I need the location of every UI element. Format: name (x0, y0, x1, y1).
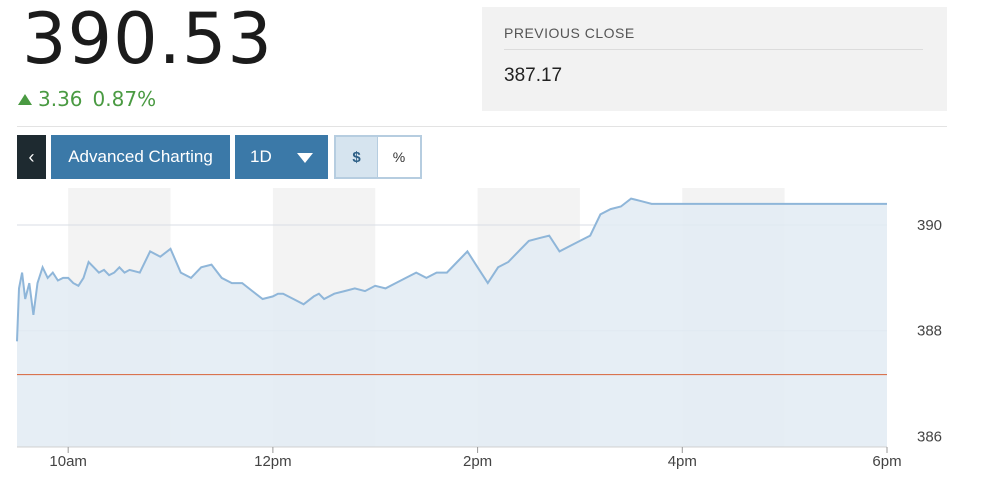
back-button[interactable]: ‹ (17, 135, 46, 179)
change-value: 3.36 (38, 87, 83, 111)
y-tick-label: 390 (917, 217, 942, 234)
time-range-label: 1D (250, 147, 272, 166)
y-tick-label: 388 (917, 323, 942, 340)
previous-close-label: PREVIOUS CLOSE (504, 25, 635, 41)
divider (17, 126, 947, 127)
caret-down-icon (297, 153, 313, 163)
y-tick-label: 386 (917, 428, 942, 445)
previous-close-value: 387.17 (504, 65, 563, 86)
percent-toggle-button[interactable]: % (378, 135, 422, 179)
price-line (16, 197, 887, 342)
last-price: 390.53 (22, 0, 273, 80)
price-area (17, 198, 887, 447)
previous-close-card: PREVIOUS CLOSE 387.17 (482, 7, 947, 111)
dollar-toggle-button[interactable]: $ (334, 135, 379, 179)
advanced-charting-button[interactable]: Advanced Charting (51, 135, 230, 179)
divider (504, 49, 923, 50)
time-range-dropdown[interactable]: 1D (235, 135, 328, 179)
x-tick-label: 2pm (463, 453, 492, 470)
x-tick-label: 4pm (668, 453, 697, 470)
up-arrow-icon (18, 93, 32, 105)
change-percent: 0.87% (92, 87, 157, 111)
x-tick-label: 6pm (872, 453, 901, 470)
x-tick-label: 10am (49, 453, 87, 470)
chevron-left-icon: ‹ (28, 146, 35, 167)
x-tick-label: 12pm (254, 453, 292, 470)
price-change: 3.36 0.87% (18, 87, 157, 111)
price-chart[interactable]: 386 388 390 10am 12pm 2pm 4pm 6pm (0, 180, 981, 493)
